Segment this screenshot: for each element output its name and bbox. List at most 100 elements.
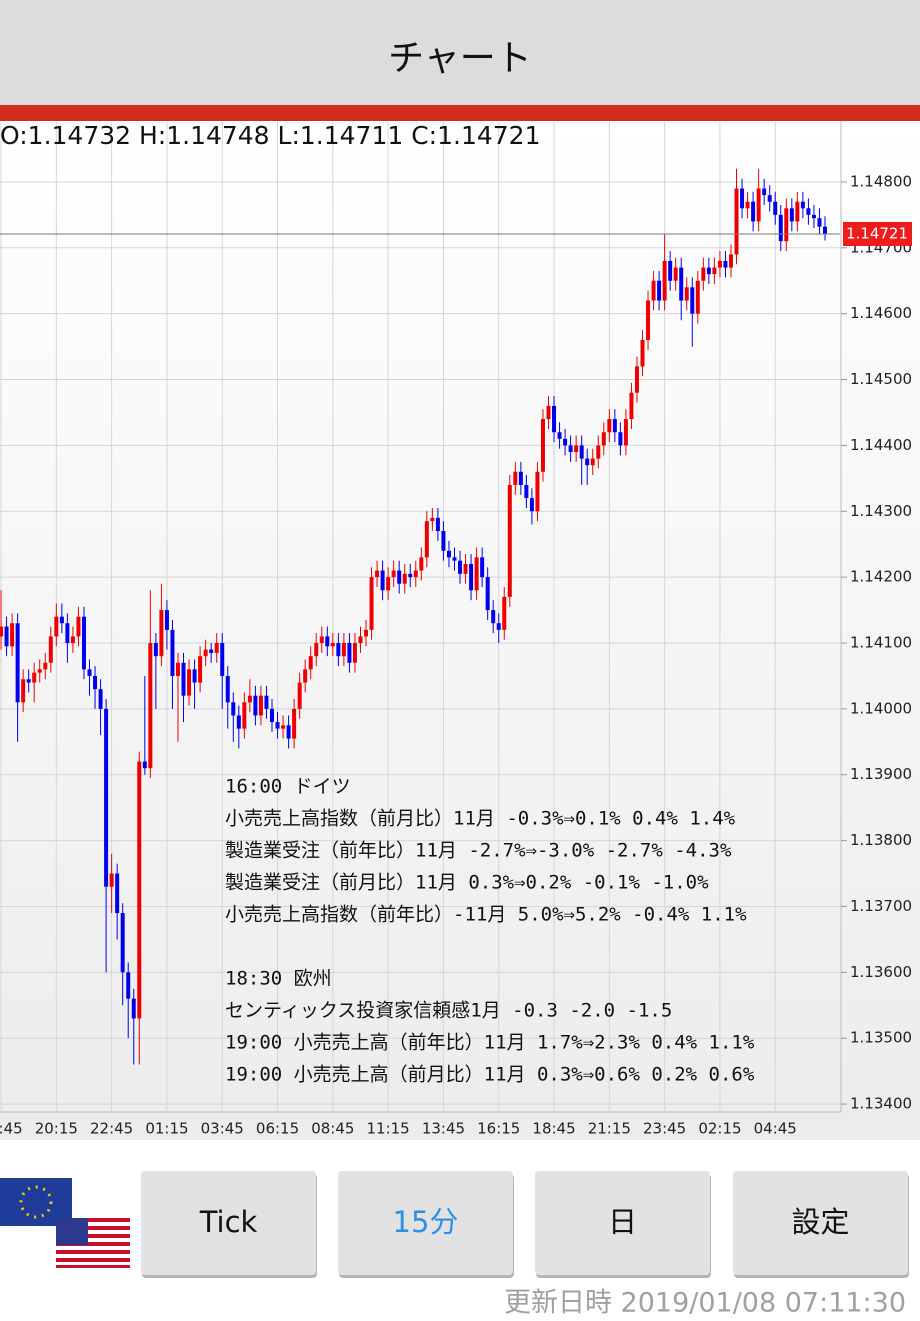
candle-body — [159, 610, 164, 657]
candle-body — [352, 643, 357, 663]
candle-body — [109, 873, 114, 887]
candle-body — [187, 669, 192, 696]
current-price-box — [843, 221, 912, 246]
candle-body — [596, 445, 601, 459]
candle-body — [795, 201, 800, 222]
candle-body — [640, 340, 645, 367]
candle-body — [441, 531, 446, 551]
candle-body — [148, 643, 153, 769]
candle-body — [612, 419, 617, 433]
y-tick-label: 1.14000 — [850, 699, 912, 717]
candle-body — [15, 623, 20, 703]
button-label[interactable]: 日 — [608, 1205, 637, 1239]
candle-body — [684, 287, 689, 301]
candle-body — [540, 419, 545, 472]
candle-body — [264, 695, 269, 709]
candle-body — [435, 517, 440, 532]
button-label[interactable]: Tick — [199, 1205, 258, 1239]
candle-body — [706, 267, 711, 275]
eu-stars — [19, 1185, 53, 1219]
x-tick-label: 21:15 — [588, 1120, 631, 1138]
candle-body — [518, 471, 523, 485]
candle-body — [662, 260, 667, 301]
app-bar — [0, 0, 920, 105]
candle-body — [430, 517, 435, 522]
candle-body — [563, 438, 568, 446]
candle-body — [253, 695, 258, 716]
candle-body — [37, 669, 42, 673]
x-tick-label: 11:15 — [367, 1120, 410, 1138]
candle-body — [745, 201, 750, 209]
y-tick-label: 1.14500 — [850, 370, 912, 388]
candle-body — [10, 623, 15, 647]
annotation-line: 製造業受注（前年比）11月 -2.7%⇒-3.0% -2.7% -4.3% — [225, 840, 732, 862]
candle-body — [811, 214, 816, 219]
candle-body — [65, 623, 70, 644]
y-tick-label: 1.13900 — [850, 765, 912, 783]
us-stripes — [56, 1218, 130, 1268]
x-tick-label: 04:45 — [754, 1120, 797, 1138]
candle-body — [646, 300, 651, 341]
x-tick-label: 02:15 — [698, 1120, 741, 1138]
candle-body — [657, 280, 662, 301]
candle-body — [341, 643, 346, 657]
candle-body — [413, 570, 418, 578]
candle-body — [607, 419, 612, 433]
candle-body — [386, 577, 391, 591]
current-price-label: 1.14721 — [846, 224, 908, 242]
y-tick-label: 1.13600 — [850, 963, 912, 981]
candle-body — [618, 432, 623, 446]
tab-button[interactable] — [338, 1171, 513, 1275]
candle-body — [723, 260, 728, 268]
tab-button[interactable] — [141, 1171, 316, 1275]
candle-body — [192, 669, 197, 683]
candle-body — [70, 636, 75, 644]
button-label[interactable]: 設定 — [791, 1205, 849, 1239]
candle-body — [203, 649, 208, 657]
y-tick-label: 1.13700 — [850, 897, 912, 915]
tab-button[interactable] — [733, 1171, 908, 1275]
candle-body — [270, 708, 274, 723]
candle-body — [623, 419, 628, 446]
candle-body — [701, 267, 706, 281]
candle-body — [823, 226, 827, 234]
y-tick-label: 1.13500 — [850, 1029, 912, 1047]
annotation-line: センティックス投資家信頼感1月 -0.3 -2.0 -1.5 — [225, 1000, 672, 1022]
candle-body — [308, 656, 313, 670]
y-tick-label: 1.14100 — [850, 634, 912, 652]
candle-body — [275, 722, 280, 729]
candle-body — [170, 629, 175, 676]
candle-body — [800, 201, 805, 209]
candle-body — [126, 972, 131, 999]
candle-body — [806, 208, 811, 215]
candle-body — [336, 643, 341, 657]
candle-body — [568, 445, 573, 452]
annotation-line: 19:00 小売売上高（前月比）11月 0.3%⇒0.6% 0.2% 0.6% — [225, 1064, 755, 1086]
candle-body — [0, 626, 4, 637]
updated-time: 更新日時 2019/01/08 07:11:30 — [504, 1288, 906, 1319]
candle-body — [695, 280, 700, 314]
candle-body — [220, 643, 225, 676]
button-label[interactable]: 15分 — [393, 1205, 459, 1239]
candle-body — [789, 208, 794, 222]
candle-body — [153, 643, 158, 657]
candle-body — [181, 662, 186, 696]
x-tick-label: 03:45 — [201, 1120, 244, 1138]
candle-body — [751, 201, 756, 222]
x-tick-label: 01:15 — [145, 1120, 188, 1138]
accent-bar — [0, 105, 920, 121]
candle-body — [225, 675, 230, 703]
candle-body — [452, 557, 457, 561]
candle-body — [496, 623, 501, 630]
candle-body — [574, 445, 579, 452]
y-tick-label: 1.13800 — [850, 831, 912, 849]
x-tick-label: 18:45 — [532, 1120, 575, 1138]
candle-body — [424, 521, 429, 558]
tab-button[interactable] — [535, 1171, 710, 1275]
candle-body — [364, 629, 369, 637]
candle-body — [535, 471, 540, 512]
candle-body — [634, 366, 639, 393]
y-tick-label: 1.14800 — [850, 172, 912, 190]
